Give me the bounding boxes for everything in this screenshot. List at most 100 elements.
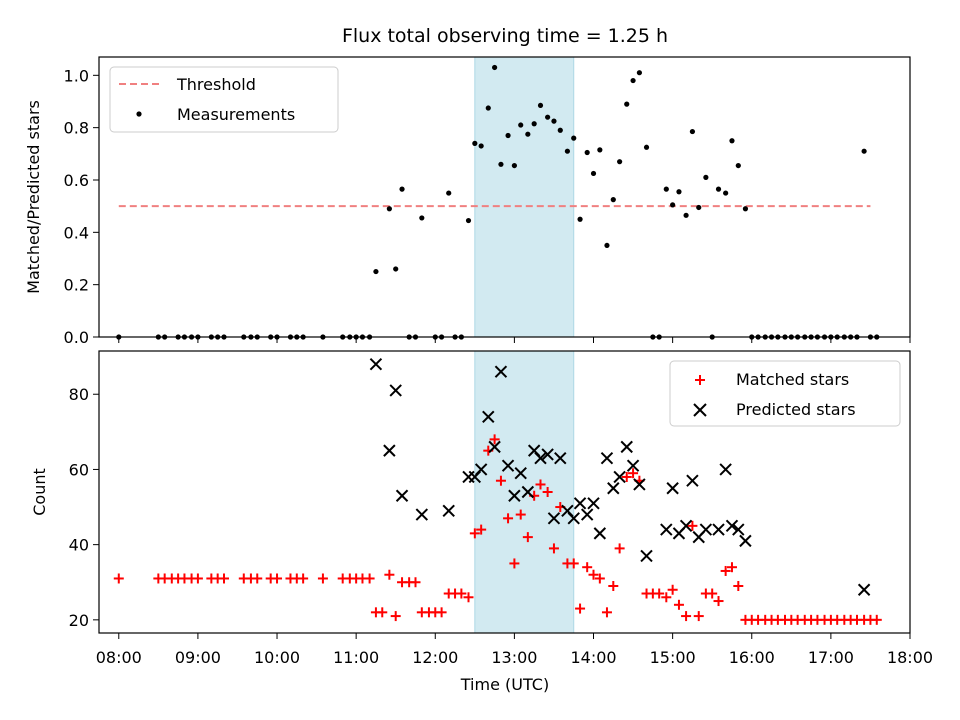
measurement-point — [703, 174, 709, 180]
bottom-ytick-label: 40 — [69, 536, 89, 555]
measurement-point — [498, 161, 504, 167]
top-legend-box — [109, 66, 339, 133]
predicted-star-marker — [521, 485, 535, 499]
predicted-star-marker — [725, 519, 739, 533]
matched-star-marker — [219, 573, 230, 584]
matched-star-marker — [661, 592, 672, 603]
measurement-point — [624, 101, 630, 107]
predicted-star-marker — [494, 365, 508, 378]
matched-star-marker — [726, 562, 737, 573]
matched-star-markers — [113, 434, 882, 625]
top-legend: Threshold Measurements — [109, 66, 339, 133]
measurement-point — [465, 217, 472, 224]
measurement-point — [590, 170, 597, 177]
matched-star-marker — [522, 532, 533, 543]
predicted-star-marker — [679, 519, 693, 533]
predicted-star-marker — [573, 497, 587, 510]
measurement-point — [676, 189, 682, 195]
legend-measurements-swatch — [136, 111, 142, 117]
measurement-point — [597, 147, 603, 153]
predicted-star-marker — [593, 527, 607, 540]
predicted-star-marker — [633, 478, 646, 491]
x-axis-label: Time (UTC) — [460, 675, 549, 694]
measurement-point — [683, 212, 689, 218]
predicted-star-marker — [547, 512, 561, 525]
top-ytick-label: 0.0 — [64, 328, 89, 347]
predicted-star-marker — [699, 523, 713, 536]
matched-star-marker — [733, 581, 744, 591]
measurement-point — [446, 190, 452, 196]
matched-star-marker — [113, 573, 124, 584]
predicted-star-marker — [389, 384, 402, 397]
predicted-star-marker — [442, 504, 455, 518]
measurement-point — [617, 159, 623, 165]
bottom-xtick-label: 08:00 — [96, 648, 142, 667]
measurement-point — [472, 140, 478, 146]
predicted-star-marker — [383, 444, 396, 457]
measurement-point — [545, 114, 551, 120]
legend-matched-label: Matched stars — [736, 370, 849, 389]
predicted-star-marker — [607, 482, 620, 495]
measurement-point — [670, 202, 676, 208]
matched-star-marker — [608, 581, 619, 591]
measurement-point — [663, 186, 669, 192]
measurement-point — [485, 105, 491, 111]
bottom-legend-box — [669, 360, 901, 427]
predicted-star-marker — [587, 497, 600, 510]
measurement-point — [604, 242, 610, 249]
measurement-point — [630, 77, 636, 84]
predicted-star-marker — [541, 448, 554, 461]
predicted-star-marker — [501, 459, 515, 472]
measurement-point — [419, 215, 425, 221]
matched-star-marker — [469, 528, 480, 539]
top-panel: 0.0 0.2 0.4 0.6 0.8 1.0 Matched/Predicted sta… — [24, 56, 911, 347]
top-ytick-label: 1.0 — [64, 66, 89, 85]
predicted-star-marker — [712, 523, 725, 536]
top-ytick-label: 0.6 — [64, 171, 89, 190]
predicted-star-marker — [719, 463, 732, 476]
matched-star-marker — [614, 543, 625, 554]
matched-star-marker — [628, 468, 639, 479]
bottom-observing-window — [474, 350, 575, 634]
predicted-star-marker — [613, 470, 626, 484]
bottom-xtick-label: 16:00 — [729, 648, 775, 667]
bottom-xtick-label: 17:00 — [808, 648, 854, 667]
measurement-point — [518, 122, 524, 128]
measurement-point — [643, 144, 650, 150]
matched-star-marker — [410, 577, 421, 588]
predicted-star-marker — [567, 512, 580, 525]
bottom-xtick-label: 14:00 — [570, 648, 616, 667]
matched-star-marker — [436, 607, 447, 618]
measurement-point — [531, 121, 537, 127]
bottom-panel: 20 40 60 80 08:00 09:00 10:00 11:00 12:00 13:00 1… — [30, 350, 933, 694]
top-ytick-label: 0.2 — [64, 276, 89, 295]
bottom-xtick-label: 12:00 — [412, 648, 458, 667]
matched-star-marker — [687, 520, 698, 531]
measurement-points — [116, 64, 880, 340]
matched-star-marker — [654, 588, 665, 599]
measurement-point — [742, 206, 749, 212]
matched-star-marker — [601, 607, 612, 618]
matched-star-marker — [681, 611, 692, 622]
predicted-star-marker — [554, 451, 567, 465]
predicted-star-marker — [534, 451, 547, 465]
matched-star-marker — [495, 475, 506, 486]
measurement-point — [557, 127, 563, 133]
measurement-point — [511, 162, 517, 169]
bottom-y-ticks: 20 40 60 80 — [69, 385, 99, 630]
chart-title: Flux total observing time = 1.25 h — [342, 25, 668, 47]
bottom-xtick-label: 10:00 — [254, 648, 300, 667]
top-axes-frame — [98, 56, 911, 338]
matched-star-marker — [456, 588, 467, 599]
predicted-star-marker — [739, 534, 752, 548]
bottom-xtick-label: 15:00 — [650, 648, 696, 667]
predicted-star-marker — [488, 440, 501, 454]
predicted-star-marker — [395, 489, 409, 502]
measurement-point — [689, 128, 696, 135]
measurement-point — [564, 148, 571, 154]
predicted-star-marker — [580, 508, 594, 521]
matched-star-marker — [515, 509, 526, 520]
matched-star-marker — [582, 562, 593, 573]
matched-star-marker — [707, 588, 718, 599]
